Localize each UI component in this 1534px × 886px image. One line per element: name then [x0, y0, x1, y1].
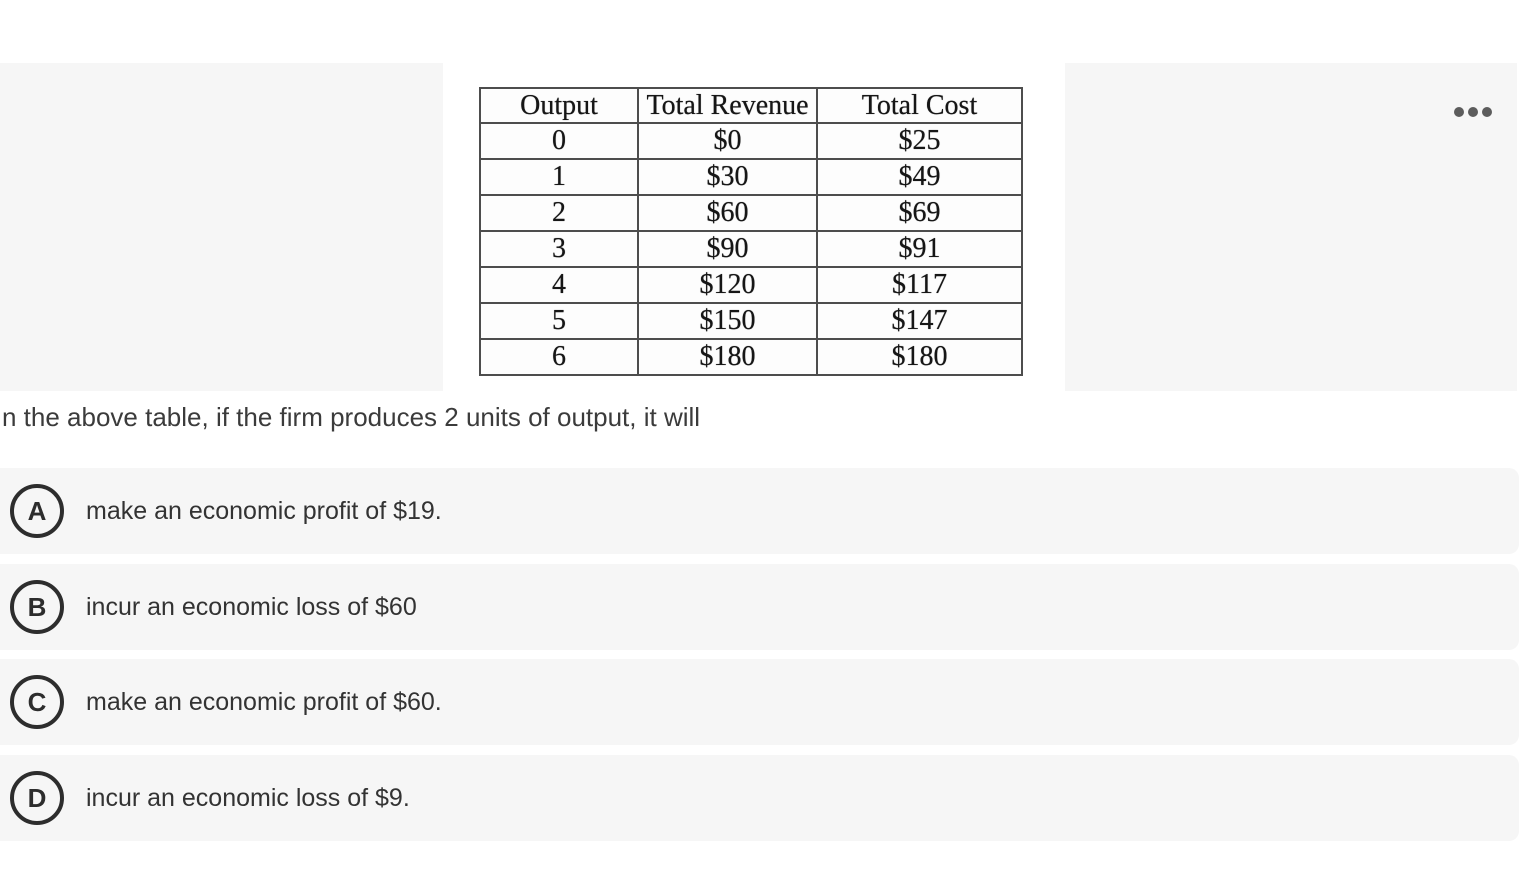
option-letter-badge: B — [10, 580, 64, 634]
option-letter-badge: D — [10, 771, 64, 825]
cost-cell: $117 — [816, 266, 1023, 304]
option-letter-badge: A — [10, 484, 64, 538]
table-header-row: Output Total Revenue Total Cost — [479, 87, 1023, 124]
cost-cell: $25 — [816, 122, 1023, 160]
table-row: 1 $30 $49 — [479, 158, 1023, 196]
revenue-cell: $120 — [637, 266, 818, 304]
cost-cell: $147 — [816, 302, 1023, 340]
revenue-cell: $180 — [637, 338, 818, 376]
option-text: make an economic profit of $60. — [86, 687, 442, 716]
table-row: 0 $0 $25 — [479, 122, 1023, 160]
revenue-cell: $60 — [637, 194, 818, 232]
table-header-revenue: Total Revenue — [637, 87, 818, 124]
table-row: 2 $60 $69 — [479, 194, 1023, 232]
ellipsis-icon — [1482, 107, 1492, 117]
table-row: 6 $180 $180 — [479, 338, 1023, 376]
option-letter-badge: C — [10, 675, 64, 729]
answer-option-b[interactable]: B incur an economic loss of $60 — [0, 564, 1519, 650]
output-cell: 4 — [479, 266, 639, 304]
revenue-cell: $0 — [637, 122, 818, 160]
ellipsis-icon — [1454, 107, 1464, 117]
table-row: 4 $120 $117 — [479, 266, 1023, 304]
table-row: 3 $90 $91 — [479, 230, 1023, 268]
cost-cell: $69 — [816, 194, 1023, 232]
option-text: incur an economic loss of $9. — [86, 783, 410, 812]
option-text: make an economic profit of $19. — [86, 496, 442, 525]
question-text: n the above table, if the firm produces … — [2, 402, 701, 432]
table-row: 5 $150 $147 — [479, 302, 1023, 340]
revenue-cell: $150 — [637, 302, 818, 340]
output-cell: 2 — [479, 194, 639, 232]
cost-cell: $91 — [816, 230, 1023, 268]
option-text: incur an economic loss of $60 — [86, 592, 417, 621]
revenue-cell: $90 — [637, 230, 818, 268]
output-revenue-cost-table: Output Total Revenue Total Cost 0 $0 $25… — [479, 87, 1023, 376]
output-cell: 6 — [479, 338, 639, 376]
output-cell: 3 — [479, 230, 639, 268]
answer-option-a[interactable]: A make an economic profit of $19. — [0, 468, 1519, 554]
answer-option-c[interactable]: C make an economic profit of $60. — [0, 659, 1519, 745]
revenue-cell: $30 — [637, 158, 818, 196]
answer-option-d[interactable]: D incur an economic loss of $9. — [0, 755, 1519, 841]
table-header-output: Output — [479, 87, 639, 124]
more-options-button[interactable] — [1447, 101, 1499, 123]
output-cell: 1 — [479, 158, 639, 196]
cost-cell: $180 — [816, 338, 1023, 376]
table-header-cost: Total Cost — [816, 87, 1023, 124]
output-cell: 5 — [479, 302, 639, 340]
cost-cell: $49 — [816, 158, 1023, 196]
output-cell: 0 — [479, 122, 639, 160]
ellipsis-icon — [1468, 107, 1478, 117]
